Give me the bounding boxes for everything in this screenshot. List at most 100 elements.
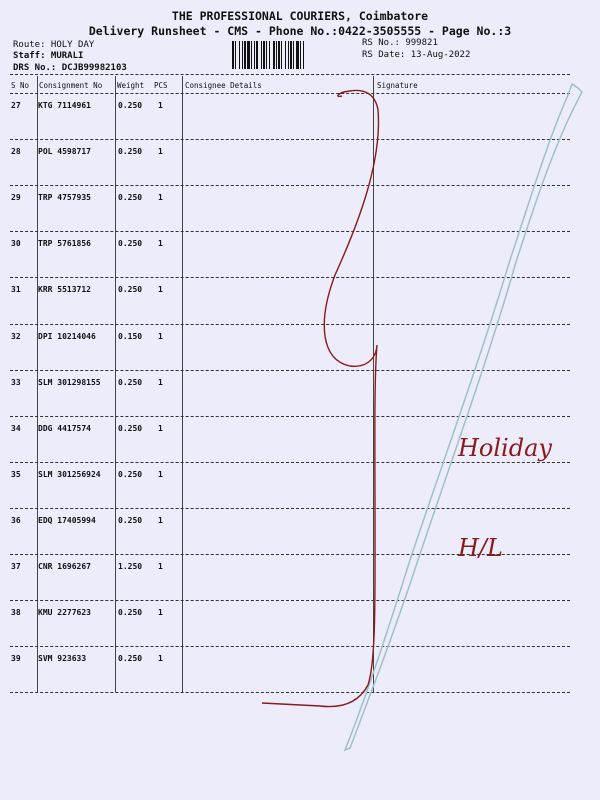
barcode-bar [261, 41, 262, 69]
row-consignment-no: SLM 301298155 [38, 377, 101, 387]
row-sno: 29 [11, 193, 21, 203]
col-sno: S No [11, 81, 30, 90]
staff: Staff: MURALI [13, 51, 84, 61]
route: Route: HOLY DAY [13, 40, 95, 50]
row-consignment-no: SVM 923633 [38, 654, 87, 664]
barcode-bar [256, 41, 258, 69]
row-weight: 0.250 [118, 147, 143, 157]
row-weight: 0.250 [118, 285, 143, 295]
row-divider [10, 370, 570, 371]
row-sno: 39 [11, 654, 21, 664]
row-pcs: 1 [158, 147, 163, 157]
barcode-bar [254, 41, 255, 69]
row-pcs: 1 [158, 285, 163, 295]
row-consignment-no: TRP 5761856 [38, 239, 91, 249]
barcode-bar [288, 41, 289, 69]
barcode-bar [239, 41, 240, 69]
drs-number: DRS No.: DCJB99982103 [13, 63, 127, 73]
row-divider [10, 692, 570, 693]
col-weight: Weight [117, 81, 145, 90]
row-sno: 32 [11, 331, 21, 341]
barcode-bar [247, 41, 250, 69]
red-signature-stroke [261, 89, 380, 708]
row-divider [10, 462, 570, 463]
barcode-bar [278, 41, 280, 69]
column-divider [182, 76, 183, 692]
row-pcs: 1 [158, 377, 163, 387]
row-sno: 33 [11, 377, 21, 387]
rs-number: RS No.: 999821 [362, 38, 438, 48]
row-divider [10, 508, 570, 509]
row-sno: 34 [11, 423, 21, 433]
row-consignment-no: SLM 301256924 [38, 469, 101, 479]
divider [10, 74, 570, 75]
barcode [232, 41, 327, 69]
col-consignee: Consignee Details [185, 81, 262, 90]
row-weight: 0.250 [118, 515, 143, 525]
row-sno: 28 [11, 147, 21, 157]
barcode-bar [281, 41, 282, 69]
signature-handwriting: Holiday H/L [458, 434, 552, 562]
barcode-bar [244, 41, 246, 69]
row-sno: 36 [11, 515, 21, 525]
barcode-bar [296, 41, 299, 69]
column-divider [373, 76, 374, 692]
barcode-bar [263, 41, 265, 69]
barcode-bar [276, 41, 277, 69]
row-weight: 0.250 [118, 654, 143, 664]
barcode-bar [293, 41, 294, 69]
row-weight: 0.250 [118, 469, 143, 479]
row-divider [10, 93, 570, 94]
row-pcs: 1 [158, 608, 163, 618]
row-consignment-no: EDQ 17405994 [38, 515, 96, 525]
barcode-bar [300, 41, 301, 69]
barcode-bar [285, 41, 286, 69]
row-divider [10, 554, 570, 555]
row-pcs: 1 [158, 654, 163, 664]
row-consignment-no: TRP 4757935 [38, 193, 91, 203]
row-consignment-no: DPI 10214046 [38, 331, 96, 341]
row-weight: 0.250 [118, 239, 143, 249]
row-weight: 1.250 [118, 562, 143, 571]
barcode-bar [273, 41, 275, 69]
row-weight: 0.250 [118, 377, 143, 387]
rs-date: RS Date: 13-Aug-2022 [362, 50, 471, 60]
row-pcs: 1 [158, 423, 163, 433]
row-sno: 31 [11, 285, 21, 295]
barcode-bar [235, 41, 236, 69]
row-divider [10, 600, 570, 601]
row-pcs: 1 [158, 101, 163, 110]
barcode-bar [266, 41, 267, 69]
row-divider [10, 646, 570, 647]
row-sno: 27 [11, 101, 21, 110]
row-divider [10, 324, 570, 325]
barcode-bar [303, 41, 304, 69]
row-divider [10, 416, 570, 417]
row-consignment-no: DDG 4417574 [38, 423, 91, 433]
col-consignment: Consignment No [39, 81, 103, 90]
row-sno: 37 [11, 562, 21, 571]
column-divider [37, 76, 38, 692]
row-divider [10, 231, 570, 232]
row-pcs: 1 [158, 562, 163, 571]
row-weight: 0.250 [118, 101, 143, 110]
row-sno: 30 [11, 239, 21, 249]
row-pcs: 1 [158, 239, 163, 249]
row-consignment-no: KTG 7114961 [38, 101, 91, 110]
row-divider [10, 139, 570, 140]
row-weight: 0.250 [118, 423, 143, 433]
row-sno: 35 [11, 469, 21, 479]
row-weight: 0.250 [118, 608, 143, 618]
barcode-bar [251, 41, 252, 69]
blue-strike-mark [343, 82, 583, 752]
company-title: THE PROFESSIONAL COURIERS, Coimbatore [171, 9, 429, 23]
runsheet-subtitle: Delivery Runsheet - CMS - Phone No.:0422… [88, 24, 512, 38]
row-pcs: 1 [158, 331, 163, 341]
barcode-bar [242, 41, 243, 69]
row-divider [10, 277, 570, 278]
row-consignment-no: CNR 1696267 [38, 562, 91, 571]
row-consignment-no: POL 4598717 [38, 147, 91, 157]
row-weight: 0.150 [118, 331, 143, 341]
row-pcs: 1 [158, 515, 163, 525]
